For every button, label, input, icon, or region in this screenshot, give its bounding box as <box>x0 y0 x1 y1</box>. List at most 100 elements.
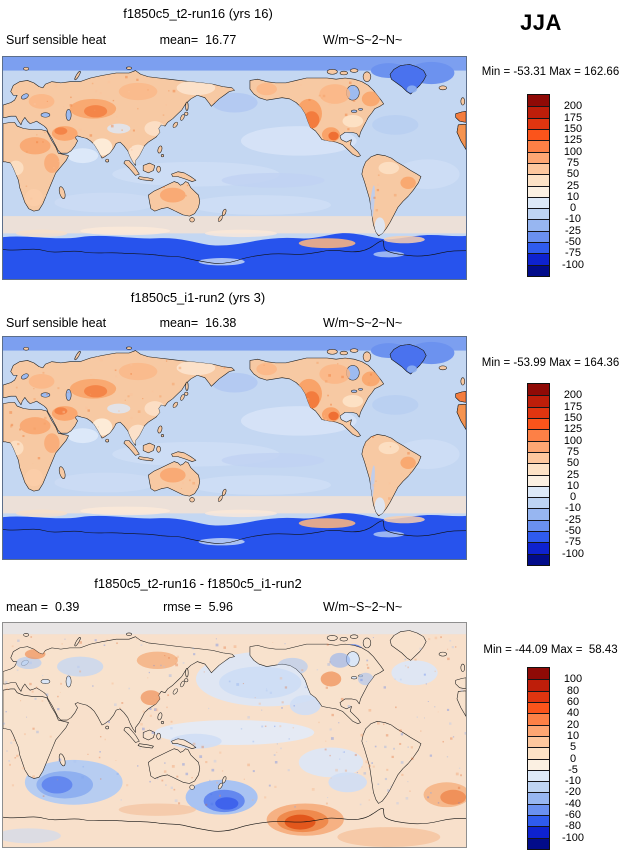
colorbar-segment <box>528 463 549 475</box>
colorbar-segment <box>528 735 549 748</box>
colorbar-tick-label: -50 <box>565 525 581 538</box>
colorbar-tick-label: 200 <box>563 389 583 402</box>
colorbar-tick-label: 75 <box>566 156 580 169</box>
colorbar-segment <box>528 701 549 714</box>
colorbar-segment <box>528 781 549 793</box>
colorbar-segment <box>528 826 549 838</box>
panel3-title: f1850c5_t2-run16 - f1850c5_i1-run2 <box>94 576 302 591</box>
colorbar-segment <box>528 174 549 186</box>
panel3-minmax-label: Min = -44.09 Max = 58.43 <box>483 644 618 656</box>
colorbar-tick-label: -100 <box>561 258 585 271</box>
colorbar-tick-label: 10 <box>566 190 580 203</box>
colorbar-segment <box>528 440 549 452</box>
colorbar-segment <box>528 497 549 509</box>
panel3-rmse-label: rmse = 5.96 <box>163 600 233 614</box>
colorbar-segment <box>528 508 549 520</box>
panel1-units-label: W/m~S~2~N~ <box>323 33 403 47</box>
colorbar-segment <box>528 747 549 759</box>
colorbar-tick-label: 50 <box>566 457 580 470</box>
colorbar-segment <box>528 724 549 736</box>
colorbar-segment <box>528 162 549 175</box>
world-map-1 <box>3 57 466 279</box>
colorbar-segment <box>528 451 549 464</box>
colorbar-tick-label: 10 <box>566 479 580 492</box>
panel2-field-label: Surf sensible heat <box>6 316 107 330</box>
colorbar-tick-label: 0 <box>569 752 577 765</box>
colorbar-tick-label: 20 <box>566 718 580 731</box>
panel2-units-label: W/m~S~2~N~ <box>323 316 403 330</box>
colorbar-tick-label: -20 <box>565 786 581 799</box>
colorbar-tick-label: 200 <box>563 100 583 113</box>
colorbar-segment <box>528 542 549 554</box>
panel1-subheader: Surf sensible heat mean= 16.77 W/m~S~2~N… <box>0 33 470 48</box>
colorbar-segment <box>528 106 549 118</box>
panel1-title: f1850c5_t2-run16 (yrs 16) <box>123 6 273 21</box>
colorbar-segment <box>528 219 549 231</box>
colorbar-tick-label: 150 <box>563 411 583 424</box>
colorbar-segment <box>528 185 549 197</box>
panel1-field-label: Surf sensible heat <box>6 33 107 47</box>
colorbar-tick-label: -5 <box>568 763 578 776</box>
colorbar-tick-label: 0 <box>569 491 577 504</box>
colorbar-tick-label: 125 <box>563 134 583 147</box>
colorbar-tick-label: -25 <box>565 513 581 526</box>
colorbar-segment <box>528 417 549 430</box>
colorbar-segment <box>528 531 549 543</box>
colorbar-segment <box>528 668 549 680</box>
season-label: JJA <box>520 10 562 35</box>
panel1-map <box>2 56 467 280</box>
colorbar-tick-label: 40 <box>566 707 580 720</box>
colorbar-segment <box>528 485 549 498</box>
world-map-2 <box>3 337 466 559</box>
colorbar-segment <box>528 429 549 441</box>
colorbar-segment <box>528 384 549 396</box>
panel3-subheader: mean = 0.39 rmse = 5.96 W/m~S~2~N~ <box>0 600 470 615</box>
colorbar-tick-label: 25 <box>566 179 580 192</box>
colorbar-segment <box>528 837 549 849</box>
colorbar-tick-label: -25 <box>565 224 581 237</box>
colorbar-tick-label: 75 <box>566 445 580 458</box>
panel2-colorbar: 200 175 150 125 100 75 50 25 10 0 -10 -25 -50 -75 -100 <box>527 383 584 566</box>
colorbar-segment <box>528 151 549 163</box>
colorbar-tick-label: 60 <box>566 695 580 708</box>
colorbar-segment <box>528 815 549 827</box>
colorbar-segment <box>528 208 549 220</box>
colorbar-tick-label: -10 <box>565 775 581 788</box>
panel2-map <box>2 336 467 560</box>
colorbar-tick-label: -40 <box>565 797 581 810</box>
colorbar-tick-label: 175 <box>563 111 583 124</box>
colorbar-tick-label: 175 <box>563 400 583 413</box>
panel3-units-label: W/m~S~2~N~ <box>323 600 403 614</box>
panel2-title: f1850c5_i1-run2 (yrs 3) <box>130 290 266 305</box>
colorbar-tick-label: 25 <box>566 468 580 481</box>
colorbar-segment <box>528 758 549 770</box>
colorbar-tick-label: 10 <box>566 729 580 742</box>
colorbar-segment <box>528 117 549 129</box>
panel2-mean-label: mean= 16.38 <box>159 316 237 330</box>
panel3-colorbar: 100 80 60 40 20 10 5 0 -5 -10 -20 -40 -60 -80 -100 <box>527 667 584 850</box>
colorbar-tick-label: -10 <box>565 213 581 226</box>
colorbar-segment <box>528 713 549 725</box>
colorbar-tick-label: -75 <box>565 247 581 260</box>
colorbar-tick-label: -80 <box>565 820 581 833</box>
colorbar-tick-label: -100 <box>561 547 585 560</box>
colorbar-tick-label: 50 <box>566 168 580 181</box>
world-map-diff <box>3 623 466 847</box>
colorbar-tick-label: 5 <box>569 741 577 754</box>
panel1-colorbar: 200 175 150 125 100 75 50 25 10 0 -10 -25 -50 -75 -100 <box>527 94 584 277</box>
colorbar-tick-label: 80 <box>566 684 580 697</box>
panel3-map <box>2 622 467 848</box>
colorbar-segment <box>528 679 549 691</box>
colorbar-tick-label: -50 <box>565 236 581 249</box>
colorbar-segment <box>528 406 549 418</box>
colorbar-segment <box>528 519 549 532</box>
colorbar-segment <box>528 242 549 254</box>
panel3-mean-label: mean = 0.39 <box>6 600 80 614</box>
colorbar-tick-label: -100 <box>561 831 585 844</box>
colorbar-tick-label: -75 <box>565 536 581 549</box>
colorbar-segment <box>528 264 549 276</box>
panel2-subheader: Surf sensible heat mean= 16.38 W/m~S~2~N… <box>0 316 470 331</box>
colorbar-segment <box>528 230 549 243</box>
panel2-minmax-label: Min = -53.99 Max = 164.36 <box>481 357 620 369</box>
